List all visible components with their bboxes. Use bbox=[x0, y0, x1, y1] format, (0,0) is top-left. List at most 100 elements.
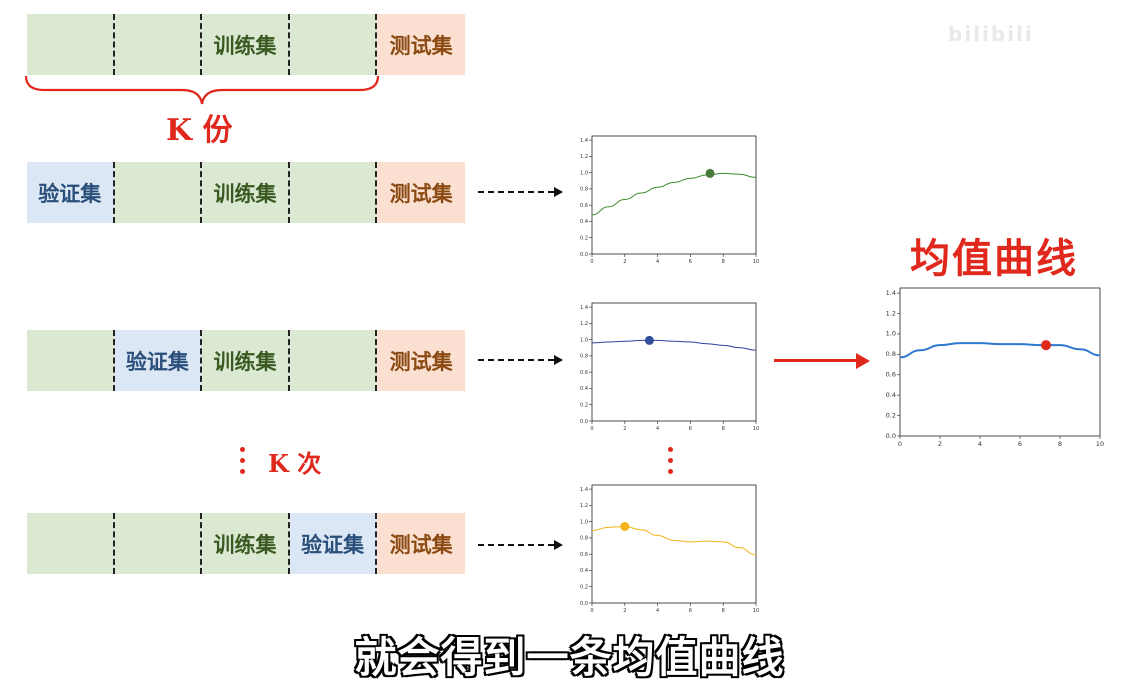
x-tick-label: 10 bbox=[753, 259, 759, 265]
ellipsis-left bbox=[240, 447, 246, 474]
y-tick-label: 0.8 bbox=[580, 354, 588, 360]
y-tick-label: 1.0 bbox=[580, 337, 588, 343]
y-tick-label: 1.4 bbox=[886, 289, 896, 297]
arrow-dashed bbox=[478, 544, 554, 546]
series-line bbox=[591, 172, 757, 216]
y-tick-label: 1.4 bbox=[580, 138, 588, 144]
arrow-head bbox=[554, 187, 563, 197]
series-line bbox=[591, 339, 757, 351]
fold-cell bbox=[27, 14, 115, 75]
y-tick-label: 0.4 bbox=[886, 391, 896, 399]
x-tick-label: 4 bbox=[656, 608, 659, 614]
y-tick-label: 1.0 bbox=[580, 170, 588, 176]
plot-frame bbox=[591, 135, 757, 255]
y-tick-label: 1.2 bbox=[886, 309, 896, 317]
series-line bbox=[899, 342, 1101, 359]
x-tick-label: 8 bbox=[722, 259, 725, 265]
best-point-marker bbox=[705, 168, 715, 178]
arrow-head bbox=[554, 355, 563, 365]
k-times-label: K 次 bbox=[268, 449, 322, 478]
x-tick-label: 4 bbox=[978, 440, 982, 448]
k-parts-label: K 份 bbox=[166, 113, 233, 148]
fold-plot-2: 0.0 0.2 0.4 0.6 0.8 1.0 1.2 1.4 0 2 4 6 8 10 bbox=[580, 302, 759, 432]
x-tick-label: 8 bbox=[1058, 440, 1062, 448]
watermark-logo: bilibili bbox=[948, 22, 1034, 46]
x-tick-label: 0 bbox=[898, 440, 902, 448]
y-tick-label: 0.8 bbox=[580, 187, 588, 193]
y-tick-label: 1.0 bbox=[580, 519, 588, 525]
fold-cell: 训练集 bbox=[202, 162, 290, 223]
fold-plot-1: 0.0 0.2 0.4 0.6 0.8 1.0 1.2 1.4 0 2 4 6 8 10 bbox=[580, 135, 759, 265]
val-cell: 验证集 bbox=[27, 162, 115, 223]
x-tick-label: 6 bbox=[689, 259, 692, 265]
y-tick-label: 0.6 bbox=[886, 371, 896, 379]
test-cell: 测试集 bbox=[377, 162, 465, 223]
y-tick-label: 0.0 bbox=[580, 252, 588, 258]
best-point-marker bbox=[644, 335, 654, 345]
arrow-dashed bbox=[478, 359, 554, 361]
x-tick-label: 8 bbox=[722, 426, 725, 432]
val-cell: 验证集 bbox=[114, 330, 203, 391]
fold-cell bbox=[289, 162, 378, 223]
best-point-marker bbox=[1041, 340, 1051, 351]
fold-row-2: 验证集 训练集 测试集 bbox=[27, 330, 465, 391]
y-tick-label: 0.8 bbox=[886, 350, 896, 358]
y-tick-label: 0.0 bbox=[580, 419, 588, 425]
y-tick-label: 0.4 bbox=[580, 219, 588, 225]
y-tick-label: 0.0 bbox=[580, 601, 588, 607]
x-tick-label: 4 bbox=[656, 426, 659, 432]
fold-cell bbox=[27, 513, 115, 574]
x-tick-label: 2 bbox=[938, 440, 942, 448]
x-tick-label: 2 bbox=[623, 426, 626, 432]
y-tick-label: 0.4 bbox=[580, 386, 588, 392]
y-tick-label: 0.2 bbox=[580, 403, 588, 409]
arrow-head bbox=[554, 540, 563, 550]
fold-cell bbox=[289, 330, 378, 391]
fold-cell bbox=[27, 330, 115, 391]
red-arrow-head bbox=[856, 353, 870, 369]
y-tick-label: 0.2 bbox=[580, 236, 588, 242]
fold-row-1: 验证集 训练集 测试集 bbox=[27, 162, 465, 223]
fold-cell bbox=[114, 513, 203, 574]
y-tick-label: 1.2 bbox=[580, 321, 588, 327]
y-tick-label: 1.4 bbox=[580, 487, 588, 493]
y-tick-label: 0.8 bbox=[580, 536, 588, 542]
y-tick-label: 0.4 bbox=[580, 568, 588, 574]
x-tick-label: 8 bbox=[722, 608, 725, 614]
val-cell: 验证集 bbox=[289, 513, 378, 574]
y-tick-label: 1.4 bbox=[580, 305, 588, 311]
test-cell: 测试集 bbox=[377, 330, 465, 391]
series-line bbox=[591, 526, 757, 556]
test-cell: 测试集 bbox=[377, 513, 465, 574]
mean-curve-title: 均值曲线 bbox=[910, 235, 1078, 282]
plot-frame bbox=[899, 287, 1101, 437]
fold-cell: 训练集 bbox=[202, 513, 290, 574]
fold-cell bbox=[114, 162, 203, 223]
x-tick-label: 10 bbox=[753, 608, 759, 614]
best-point-marker bbox=[620, 522, 630, 532]
x-tick-label: 2 bbox=[623, 259, 626, 265]
mean-plot: 0.0 0.2 0.4 0.6 0.8 1.0 1.2 1.4 0 2 4 6 8 10 bbox=[886, 287, 1104, 448]
y-tick-label: 0.6 bbox=[580, 552, 588, 558]
test-cell: 测试集 bbox=[377, 14, 465, 75]
y-tick-label: 1.2 bbox=[580, 503, 588, 509]
y-tick-label: 1.2 bbox=[580, 154, 588, 160]
y-tick-label: 0.0 bbox=[886, 432, 896, 440]
brace bbox=[24, 75, 380, 105]
x-tick-label: 2 bbox=[623, 608, 626, 614]
x-tick-label: 0 bbox=[590, 259, 593, 265]
plot-frame bbox=[591, 302, 757, 422]
fold-row-3: 训练集 验证集 测试集 bbox=[27, 513, 465, 574]
fold-cell bbox=[114, 14, 203, 75]
ellipsis-right bbox=[668, 447, 674, 474]
arrow-dashed bbox=[478, 191, 554, 193]
fold-cell bbox=[289, 14, 378, 75]
x-tick-label: 4 bbox=[656, 259, 659, 265]
plot-frame bbox=[591, 484, 757, 604]
x-tick-label: 6 bbox=[1018, 440, 1022, 448]
y-tick-label: 0.2 bbox=[886, 411, 896, 419]
y-tick-label: 0.2 bbox=[580, 585, 588, 591]
y-tick-label: 1.0 bbox=[886, 330, 896, 338]
x-tick-label: 6 bbox=[689, 608, 692, 614]
x-tick-label: 10 bbox=[1096, 440, 1104, 448]
